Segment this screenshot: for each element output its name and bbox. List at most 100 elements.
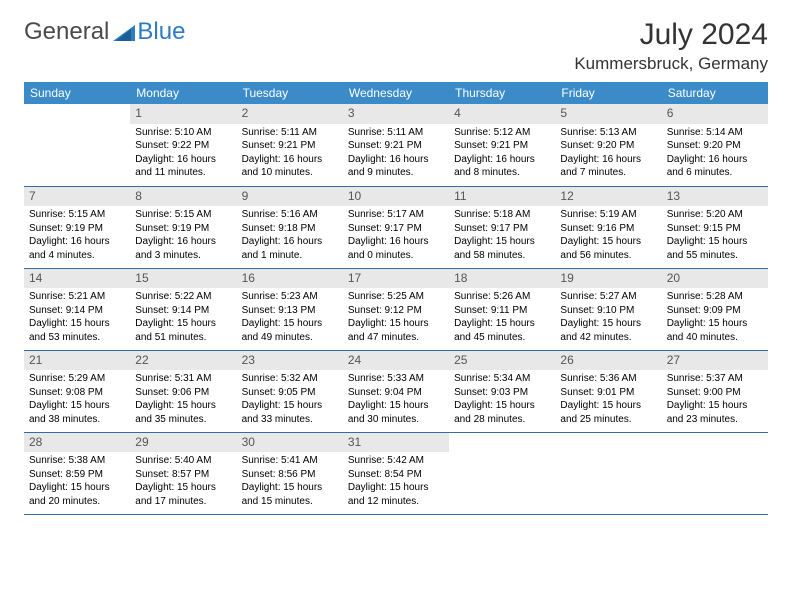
day-number: 17 xyxy=(343,269,449,289)
day-number: 3 xyxy=(343,104,449,124)
day-detail: Sunrise: 5:26 AMSunset: 9:11 PMDaylight:… xyxy=(449,288,555,348)
calendar-week-row: 28Sunrise: 5:38 AMSunset: 8:59 PMDayligh… xyxy=(24,432,768,514)
day-detail: Sunrise: 5:13 AMSunset: 9:20 PMDaylight:… xyxy=(555,124,661,184)
calendar-day-cell: 4Sunrise: 5:12 AMSunset: 9:21 PMDaylight… xyxy=(449,104,555,186)
day-detail: Sunrise: 5:16 AMSunset: 9:18 PMDaylight:… xyxy=(237,206,343,266)
day-detail: Sunrise: 5:40 AMSunset: 8:57 PMDaylight:… xyxy=(130,452,236,512)
day-detail: Sunrise: 5:15 AMSunset: 9:19 PMDaylight:… xyxy=(130,206,236,266)
day-number: 15 xyxy=(130,269,236,289)
calendar-day-cell xyxy=(24,104,130,186)
calendar-day-cell: 19Sunrise: 5:27 AMSunset: 9:10 PMDayligh… xyxy=(555,268,661,350)
calendar-day-cell: 27Sunrise: 5:37 AMSunset: 9:00 PMDayligh… xyxy=(662,350,768,432)
day-number: 6 xyxy=(662,104,768,124)
weekday-header: Sunday xyxy=(24,82,130,104)
day-detail: Sunrise: 5:31 AMSunset: 9:06 PMDaylight:… xyxy=(130,370,236,430)
calendar-day-cell: 10Sunrise: 5:17 AMSunset: 9:17 PMDayligh… xyxy=(343,186,449,268)
day-number: 24 xyxy=(343,351,449,371)
day-detail: Sunrise: 5:22 AMSunset: 9:14 PMDaylight:… xyxy=(130,288,236,348)
calendar-day-cell: 15Sunrise: 5:22 AMSunset: 9:14 PMDayligh… xyxy=(130,268,236,350)
calendar-day-cell: 31Sunrise: 5:42 AMSunset: 8:54 PMDayligh… xyxy=(343,432,449,514)
day-number: 20 xyxy=(662,269,768,289)
day-detail: Sunrise: 5:28 AMSunset: 9:09 PMDaylight:… xyxy=(662,288,768,348)
title-block: July 2024 Kummersbruck, Germany xyxy=(574,18,768,74)
calendar-day-cell: 25Sunrise: 5:34 AMSunset: 9:03 PMDayligh… xyxy=(449,350,555,432)
day-detail: Sunrise: 5:37 AMSunset: 9:00 PMDaylight:… xyxy=(662,370,768,430)
calendar-day-cell: 17Sunrise: 5:25 AMSunset: 9:12 PMDayligh… xyxy=(343,268,449,350)
day-number: 11 xyxy=(449,187,555,207)
calendar-day-cell: 6Sunrise: 5:14 AMSunset: 9:20 PMDaylight… xyxy=(662,104,768,186)
day-detail: Sunrise: 5:23 AMSunset: 9:13 PMDaylight:… xyxy=(237,288,343,348)
day-detail: Sunrise: 5:42 AMSunset: 8:54 PMDaylight:… xyxy=(343,452,449,512)
day-number: 12 xyxy=(555,187,661,207)
calendar-day-cell: 26Sunrise: 5:36 AMSunset: 9:01 PMDayligh… xyxy=(555,350,661,432)
calendar-day-cell: 20Sunrise: 5:28 AMSunset: 9:09 PMDayligh… xyxy=(662,268,768,350)
logo-text-general: General xyxy=(24,18,109,46)
day-number: 29 xyxy=(130,433,236,453)
calendar-day-cell: 9Sunrise: 5:16 AMSunset: 9:18 PMDaylight… xyxy=(237,186,343,268)
day-number: 16 xyxy=(237,269,343,289)
page-header: General Blue July 2024 Kummersbruck, Ger… xyxy=(24,18,768,74)
calendar-week-row: 1Sunrise: 5:10 AMSunset: 9:22 PMDaylight… xyxy=(24,104,768,186)
day-detail: Sunrise: 5:41 AMSunset: 8:56 PMDaylight:… xyxy=(237,452,343,512)
calendar-day-cell: 18Sunrise: 5:26 AMSunset: 9:11 PMDayligh… xyxy=(449,268,555,350)
day-detail: Sunrise: 5:38 AMSunset: 8:59 PMDaylight:… xyxy=(24,452,130,512)
day-number: 5 xyxy=(555,104,661,124)
weekday-header: Friday xyxy=(555,82,661,104)
calendar-week-row: 7Sunrise: 5:15 AMSunset: 9:19 PMDaylight… xyxy=(24,186,768,268)
location-text: Kummersbruck, Germany xyxy=(574,54,768,74)
day-number: 8 xyxy=(130,187,236,207)
day-detail: Sunrise: 5:33 AMSunset: 9:04 PMDaylight:… xyxy=(343,370,449,430)
day-number: 13 xyxy=(662,187,768,207)
calendar-table: Sunday Monday Tuesday Wednesday Thursday… xyxy=(24,82,768,515)
calendar-week-row: 14Sunrise: 5:21 AMSunset: 9:14 PMDayligh… xyxy=(24,268,768,350)
calendar-day-cell: 21Sunrise: 5:29 AMSunset: 9:08 PMDayligh… xyxy=(24,350,130,432)
calendar-day-cell: 7Sunrise: 5:15 AMSunset: 9:19 PMDaylight… xyxy=(24,186,130,268)
day-number: 25 xyxy=(449,351,555,371)
calendar-day-cell xyxy=(449,432,555,514)
day-detail: Sunrise: 5:34 AMSunset: 9:03 PMDaylight:… xyxy=(449,370,555,430)
weekday-header-row: Sunday Monday Tuesday Wednesday Thursday… xyxy=(24,82,768,104)
day-detail: Sunrise: 5:11 AMSunset: 9:21 PMDaylight:… xyxy=(237,124,343,184)
day-number: 30 xyxy=(237,433,343,453)
calendar-day-cell: 22Sunrise: 5:31 AMSunset: 9:06 PMDayligh… xyxy=(130,350,236,432)
day-number: 31 xyxy=(343,433,449,453)
day-detail: Sunrise: 5:19 AMSunset: 9:16 PMDaylight:… xyxy=(555,206,661,266)
day-detail: Sunrise: 5:21 AMSunset: 9:14 PMDaylight:… xyxy=(24,288,130,348)
calendar-day-cell: 1Sunrise: 5:10 AMSunset: 9:22 PMDaylight… xyxy=(130,104,236,186)
day-number: 2 xyxy=(237,104,343,124)
calendar-day-cell xyxy=(662,432,768,514)
weekday-header: Tuesday xyxy=(237,82,343,104)
calendar-day-cell: 12Sunrise: 5:19 AMSunset: 9:16 PMDayligh… xyxy=(555,186,661,268)
day-number: 27 xyxy=(662,351,768,371)
day-detail: Sunrise: 5:29 AMSunset: 9:08 PMDaylight:… xyxy=(24,370,130,430)
day-number: 14 xyxy=(24,269,130,289)
day-number: 4 xyxy=(449,104,555,124)
logo: General Blue xyxy=(24,18,185,46)
calendar-day-cell: 8Sunrise: 5:15 AMSunset: 9:19 PMDaylight… xyxy=(130,186,236,268)
calendar-week-row: 21Sunrise: 5:29 AMSunset: 9:08 PMDayligh… xyxy=(24,350,768,432)
day-number: 21 xyxy=(24,351,130,371)
day-detail: Sunrise: 5:36 AMSunset: 9:01 PMDaylight:… xyxy=(555,370,661,430)
calendar-day-cell: 28Sunrise: 5:38 AMSunset: 8:59 PMDayligh… xyxy=(24,432,130,514)
day-number: 9 xyxy=(237,187,343,207)
calendar-day-cell: 2Sunrise: 5:11 AMSunset: 9:21 PMDaylight… xyxy=(237,104,343,186)
day-detail: Sunrise: 5:11 AMSunset: 9:21 PMDaylight:… xyxy=(343,124,449,184)
calendar-body: 1Sunrise: 5:10 AMSunset: 9:22 PMDaylight… xyxy=(24,104,768,514)
calendar-day-cell: 24Sunrise: 5:33 AMSunset: 9:04 PMDayligh… xyxy=(343,350,449,432)
day-number: 23 xyxy=(237,351,343,371)
day-number: 19 xyxy=(555,269,661,289)
calendar-day-cell: 16Sunrise: 5:23 AMSunset: 9:13 PMDayligh… xyxy=(237,268,343,350)
calendar-day-cell: 11Sunrise: 5:18 AMSunset: 9:17 PMDayligh… xyxy=(449,186,555,268)
day-detail: Sunrise: 5:14 AMSunset: 9:20 PMDaylight:… xyxy=(662,124,768,184)
day-detail: Sunrise: 5:15 AMSunset: 9:19 PMDaylight:… xyxy=(24,206,130,266)
day-detail: Sunrise: 5:20 AMSunset: 9:15 PMDaylight:… xyxy=(662,206,768,266)
day-detail: Sunrise: 5:18 AMSunset: 9:17 PMDaylight:… xyxy=(449,206,555,266)
day-number: 10 xyxy=(343,187,449,207)
logo-text-blue: Blue xyxy=(137,18,185,46)
weekday-header: Saturday xyxy=(662,82,768,104)
calendar-day-cell: 3Sunrise: 5:11 AMSunset: 9:21 PMDaylight… xyxy=(343,104,449,186)
calendar-day-cell: 29Sunrise: 5:40 AMSunset: 8:57 PMDayligh… xyxy=(130,432,236,514)
calendar-day-cell xyxy=(555,432,661,514)
month-title: July 2024 xyxy=(574,18,768,52)
day-detail: Sunrise: 5:12 AMSunset: 9:21 PMDaylight:… xyxy=(449,124,555,184)
